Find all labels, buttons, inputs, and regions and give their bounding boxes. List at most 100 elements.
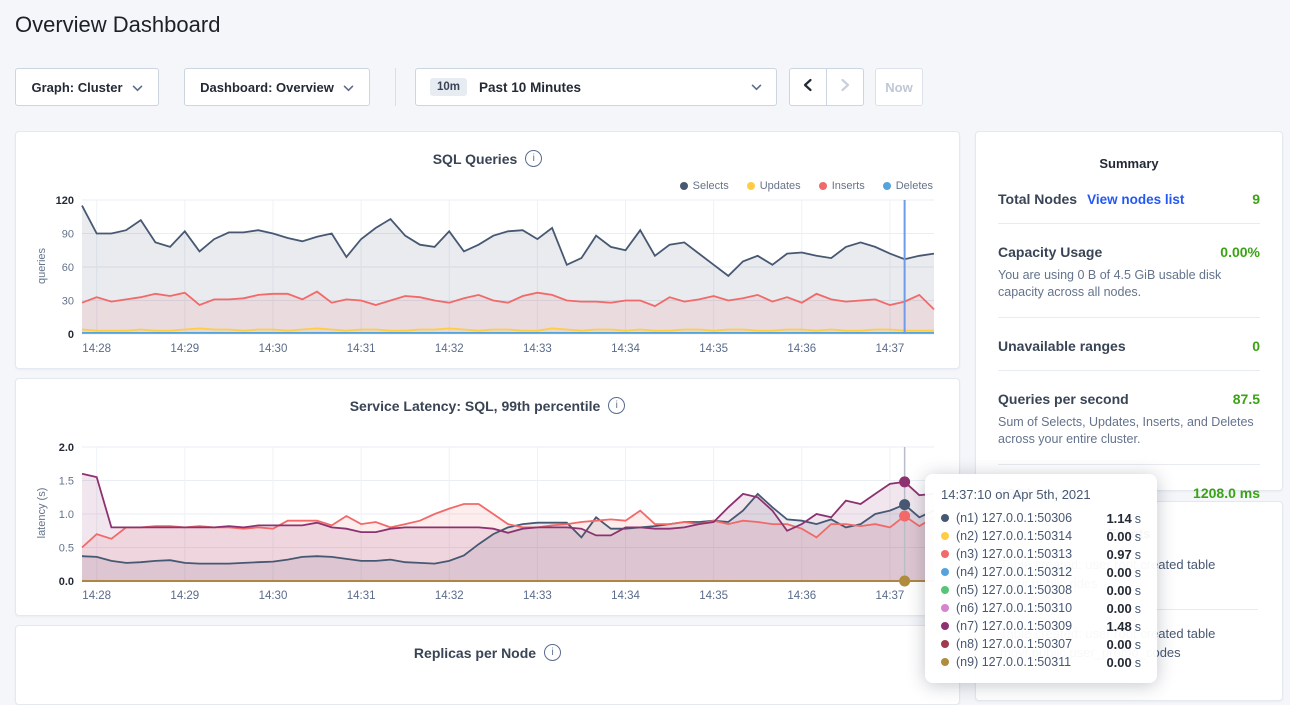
series-dot-icon (941, 532, 949, 540)
tooltip-row: (n7) 127.0.0.1:503091.48s (941, 617, 1141, 635)
page-title: Overview Dashboard (15, 12, 220, 38)
series-dot-icon (941, 550, 949, 558)
summary-row-unavailable-ranges: Unavailable ranges 0 (998, 338, 1260, 354)
svg-text:14:37: 14:37 (876, 343, 905, 355)
summary-row-capacity: Capacity Usage 0.00% (998, 244, 1260, 260)
svg-text:14:32: 14:32 (435, 343, 464, 355)
svg-text:14:34: 14:34 (611, 590, 640, 602)
sql-queries-title-text: SQL Queries (433, 151, 518, 167)
tooltip-rows: (n1) 127.0.0.1:503061.14s(n2) 127.0.0.1:… (941, 509, 1141, 671)
qps-description: Sum of Selects, Updates, Inserts, and De… (998, 414, 1260, 448)
svg-text:14:29: 14:29 (170, 343, 199, 355)
time-range-badge: 10m (430, 78, 467, 96)
svg-text:1.5: 1.5 (59, 476, 74, 488)
divider (998, 223, 1260, 224)
series-dot-icon (941, 604, 949, 612)
view-nodes-list-link[interactable]: View nodes list (1087, 192, 1184, 207)
time-shift-controls (789, 68, 864, 106)
capacity-usage-description: You are using 0 B of 4.5 GiB usable disk… (998, 267, 1260, 301)
replicas-title: Replicas per Node i (16, 644, 959, 661)
toolbar-divider (395, 68, 396, 106)
capacity-usage-value: 0.00% (1220, 244, 1260, 260)
svg-text:14:35: 14:35 (699, 343, 728, 355)
service-latency-title-text: Service Latency: SQL, 99th percentile (350, 398, 601, 414)
tooltip-row: (n2) 127.0.0.1:503140.00s (941, 527, 1141, 545)
summary-row-total-nodes: Total Nodes View nodes list 9 (998, 191, 1260, 207)
chart-hover-tooltip: 14:37:10 on Apr 5th, 2021 (n1) 127.0.0.1… (925, 474, 1157, 683)
svg-text:2.0: 2.0 (59, 442, 74, 454)
tooltip-row: (n6) 127.0.0.1:503100.00s (941, 599, 1141, 617)
svg-text:14:31: 14:31 (347, 343, 376, 355)
qps-value: 87.5 (1233, 391, 1260, 407)
svg-text:14:31: 14:31 (347, 590, 376, 602)
divider (998, 317, 1260, 318)
svg-text:60: 60 (62, 262, 74, 274)
tooltip-row: (n1) 127.0.0.1:503061.14s (941, 509, 1141, 527)
replicas-per-node-card: Replicas per Node i (15, 625, 960, 705)
total-nodes-value: 9 (1252, 191, 1260, 207)
now-button[interactable]: Now (875, 68, 923, 106)
graph-scope-dropdown-label: Graph: Cluster (31, 80, 122, 95)
tooltip-row: (n4) 127.0.0.1:503120.00s (941, 563, 1141, 581)
time-shift-forward-button[interactable] (826, 69, 863, 105)
legend-dot-icon (819, 182, 827, 190)
series-dot-icon (941, 586, 949, 594)
capacity-usage-label: Capacity Usage (998, 244, 1102, 260)
graph-scope-dropdown[interactable]: Graph: Cluster (15, 68, 159, 106)
series-dot-icon (941, 514, 949, 522)
svg-text:30: 30 (62, 296, 74, 308)
svg-text:120: 120 (56, 195, 74, 207)
svg-text:14:28: 14:28 (82, 590, 111, 602)
svg-text:1.0: 1.0 (59, 509, 74, 521)
time-range-label: Past 10 Minutes (479, 80, 581, 95)
legend-dot-icon (747, 182, 755, 190)
total-nodes-label: Total Nodes (998, 191, 1077, 207)
svg-text:14:34: 14:34 (611, 343, 640, 355)
tooltip-row: (n8) 127.0.0.1:503070.00s (941, 635, 1141, 653)
chevron-right-icon (839, 78, 851, 97)
series-dot-icon (941, 640, 949, 648)
unavailable-ranges-label: Unavailable ranges (998, 338, 1126, 354)
service-latency-title: Service Latency: SQL, 99th percentile i (16, 397, 959, 414)
p99-latency-value: 1208.0 ms (1193, 485, 1260, 501)
legend-dot-icon (680, 182, 688, 190)
svg-text:14:33: 14:33 (523, 590, 552, 602)
info-icon[interactable]: i (544, 644, 561, 661)
time-shift-back-button[interactable] (790, 69, 826, 105)
sql-queries-title: SQL Queries i (16, 150, 959, 167)
series-dot-icon (941, 568, 949, 576)
dashboard-dropdown-label: Dashboard: Overview (200, 80, 334, 95)
sql-queries-card: SQL Queries i SelectsUpdatesInsertsDelet… (15, 131, 960, 369)
dashboard-dropdown[interactable]: Dashboard: Overview (184, 68, 370, 106)
svg-text:90: 90 (62, 229, 74, 241)
sql-queries-chart[interactable]: 030609012014:2814:2914:3014:3114:3214:33… (30, 190, 942, 360)
tooltip-timestamp: 14:37:10 on Apr 5th, 2021 (941, 487, 1141, 502)
qps-label: Queries per second (998, 391, 1129, 407)
service-latency-card: Service Latency: SQL, 99th percentile i … (15, 378, 960, 616)
chevron-down-icon (751, 78, 762, 96)
info-icon[interactable]: i (608, 397, 625, 414)
replicas-title-text: Replicas per Node (414, 645, 536, 661)
series-dot-icon (941, 622, 949, 630)
svg-text:14:37: 14:37 (876, 590, 905, 602)
info-icon[interactable]: i (525, 150, 542, 167)
chevron-down-icon (132, 80, 143, 95)
tooltip-row: (n9) 127.0.0.1:503110.00s (941, 653, 1141, 671)
svg-text:14:36: 14:36 (787, 590, 816, 602)
series-dot-icon (941, 658, 949, 666)
svg-text:0.5: 0.5 (59, 543, 74, 555)
divider (998, 464, 1260, 465)
chevron-left-icon (802, 78, 814, 97)
svg-text:0: 0 (68, 329, 74, 341)
svg-text:14:35: 14:35 (699, 590, 728, 602)
chevron-down-icon (343, 80, 354, 95)
tooltip-row: (n3) 127.0.0.1:503130.97s (941, 545, 1141, 563)
svg-text:14:30: 14:30 (259, 590, 288, 602)
svg-text:0.0: 0.0 (59, 576, 74, 588)
svg-text:14:28: 14:28 (82, 343, 111, 355)
time-range-picker[interactable]: 10m Past 10 Minutes (415, 68, 777, 106)
svg-text:14:32: 14:32 (435, 590, 464, 602)
unavailable-ranges-value: 0 (1252, 338, 1260, 354)
service-latency-chart[interactable]: 0.00.51.01.52.014:2814:2914:3014:3114:32… (30, 437, 942, 607)
divider (998, 370, 1260, 371)
